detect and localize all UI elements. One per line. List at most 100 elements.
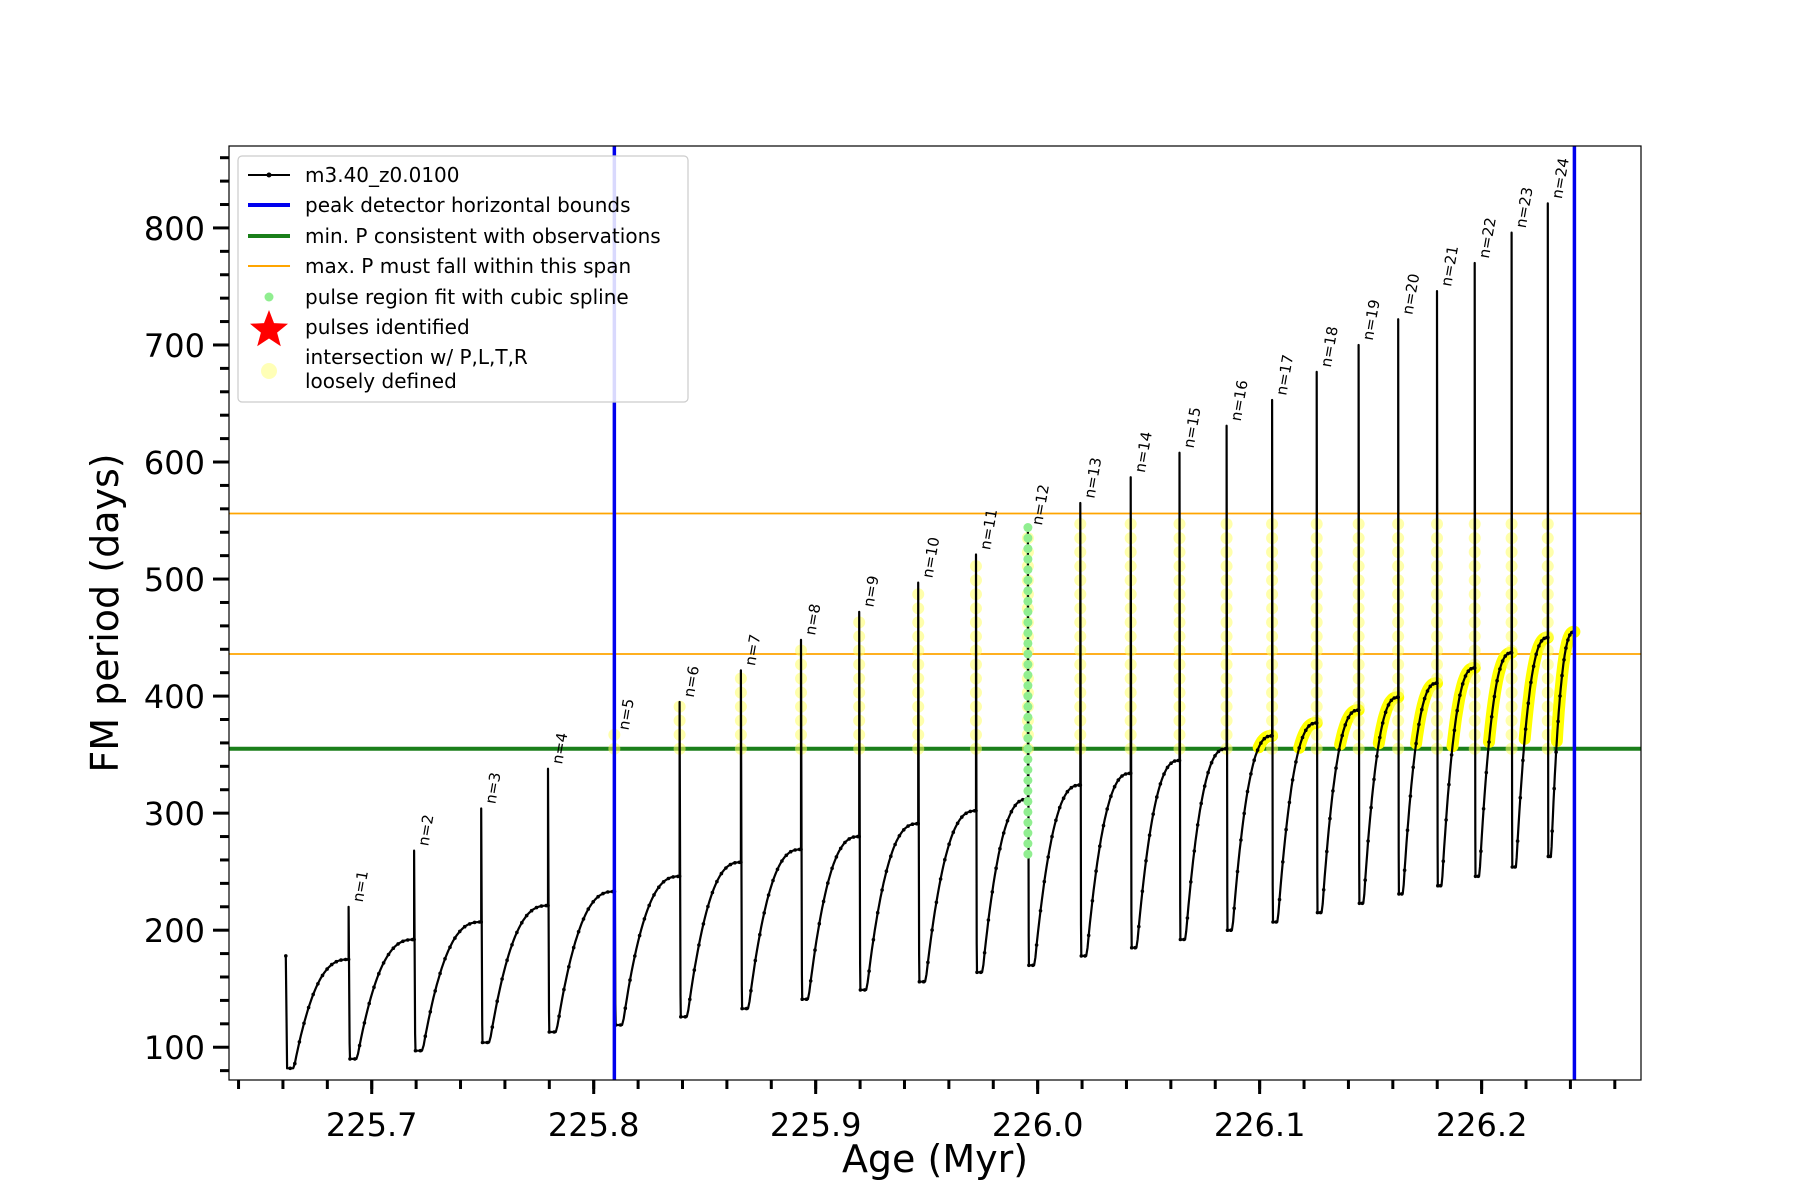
curve-point bbox=[974, 809, 978, 813]
curve-point bbox=[1274, 920, 1278, 924]
curve-point bbox=[642, 917, 647, 921]
curve-point bbox=[1463, 674, 1468, 678]
legend-swatch-circle bbox=[261, 363, 277, 379]
legend-label: min. P consistent with observations bbox=[305, 224, 661, 248]
curve-point bbox=[586, 907, 591, 911]
curve-point bbox=[692, 968, 697, 972]
curve-point bbox=[628, 978, 632, 982]
curve-point bbox=[1277, 897, 1282, 902]
curve-point bbox=[1192, 849, 1197, 853]
curve-point bbox=[1235, 869, 1240, 874]
spline-point bbox=[1023, 670, 1033, 680]
curve-point bbox=[893, 842, 897, 847]
curve-point bbox=[1050, 834, 1054, 839]
curve-point bbox=[1300, 735, 1305, 740]
curve-point bbox=[1202, 784, 1207, 788]
curve-point bbox=[623, 1006, 628, 1010]
curve-point bbox=[1224, 747, 1229, 751]
curve-point bbox=[697, 943, 701, 947]
curve-point bbox=[1431, 682, 1435, 686]
curve-point bbox=[1425, 689, 1430, 693]
spline-point bbox=[1023, 659, 1033, 669]
curve-point bbox=[1307, 724, 1311, 728]
curve-point bbox=[1182, 937, 1186, 942]
curve-point bbox=[1550, 829, 1554, 833]
pulse-label: n=5 bbox=[615, 697, 638, 731]
curve-point bbox=[552, 1030, 556, 1034]
curve-point bbox=[1392, 696, 1397, 700]
curve-point bbox=[715, 879, 719, 884]
y-tick-label: 100 bbox=[144, 1029, 205, 1067]
curve-point bbox=[826, 881, 830, 885]
curve-point bbox=[1101, 823, 1106, 828]
curve-point bbox=[1357, 901, 1362, 906]
spline-point bbox=[1023, 596, 1033, 606]
curve-point bbox=[906, 824, 910, 828]
curve-point bbox=[960, 815, 964, 819]
curve-point bbox=[943, 857, 947, 862]
curve-point bbox=[418, 1048, 423, 1053]
legend-label: intersection w/ P,L,T,R bbox=[305, 345, 528, 369]
curve-point bbox=[1129, 945, 1134, 950]
curve-point bbox=[851, 835, 856, 839]
x-tick-label: 225.7 bbox=[326, 1106, 418, 1144]
curve-point bbox=[1487, 740, 1491, 744]
spline-point bbox=[1023, 754, 1033, 764]
curve-point bbox=[1369, 805, 1373, 810]
curve-point bbox=[1510, 865, 1515, 869]
curve-point bbox=[1109, 794, 1113, 798]
spline-point bbox=[1023, 575, 1033, 585]
curve-point bbox=[500, 977, 504, 981]
curve-point bbox=[1270, 734, 1274, 738]
curve-point bbox=[1189, 880, 1193, 884]
curve-point bbox=[1105, 807, 1109, 811]
curve-point bbox=[780, 859, 784, 863]
pulse-label: n=3 bbox=[481, 771, 504, 805]
x-axis-label: Age (Myr) bbox=[842, 1137, 1028, 1181]
curve-point bbox=[982, 951, 987, 955]
curve-point bbox=[1027, 963, 1031, 968]
curve-point bbox=[1213, 754, 1217, 758]
curve-point bbox=[1356, 708, 1361, 712]
curve-point bbox=[1537, 644, 1541, 648]
curve-point bbox=[1484, 770, 1489, 775]
curve-point bbox=[539, 904, 544, 908]
curve-point bbox=[858, 988, 863, 992]
curve-point bbox=[1349, 711, 1354, 715]
curve-point bbox=[1079, 954, 1084, 958]
curve-point bbox=[1144, 859, 1148, 863]
pulse-label: n=6 bbox=[680, 664, 703, 698]
curve-point bbox=[1436, 883, 1440, 888]
pulse-label: n=7 bbox=[741, 633, 764, 667]
curve-point bbox=[771, 878, 775, 883]
spline-point bbox=[1023, 765, 1033, 775]
spline-point bbox=[1023, 807, 1033, 817]
curve-point bbox=[902, 828, 906, 832]
curve-point bbox=[1128, 771, 1133, 776]
curve-point bbox=[576, 929, 581, 934]
curve-point bbox=[1568, 633, 1572, 637]
curve-point bbox=[1314, 721, 1319, 725]
curve-point bbox=[453, 936, 457, 940]
legend-swatch-dot bbox=[264, 292, 274, 302]
curve-point bbox=[372, 985, 376, 989]
curve-point bbox=[917, 979, 922, 984]
curve-point bbox=[871, 937, 876, 942]
curve-point bbox=[728, 862, 733, 867]
legend-label: pulse region fit with cubic spline bbox=[305, 285, 629, 309]
curve-point bbox=[1259, 741, 1263, 745]
curve-point bbox=[485, 1040, 490, 1045]
curve-point bbox=[362, 1021, 367, 1025]
curve-point bbox=[1147, 833, 1152, 837]
spline-point bbox=[1023, 565, 1033, 575]
curve-point bbox=[293, 1061, 297, 1066]
curve-point bbox=[1414, 741, 1418, 746]
curve-point bbox=[401, 939, 405, 944]
curve-point bbox=[1094, 869, 1098, 873]
curve-point bbox=[1034, 943, 1039, 947]
curve-point bbox=[1458, 693, 1462, 697]
curve-point bbox=[951, 830, 956, 834]
curve-point bbox=[515, 930, 519, 935]
